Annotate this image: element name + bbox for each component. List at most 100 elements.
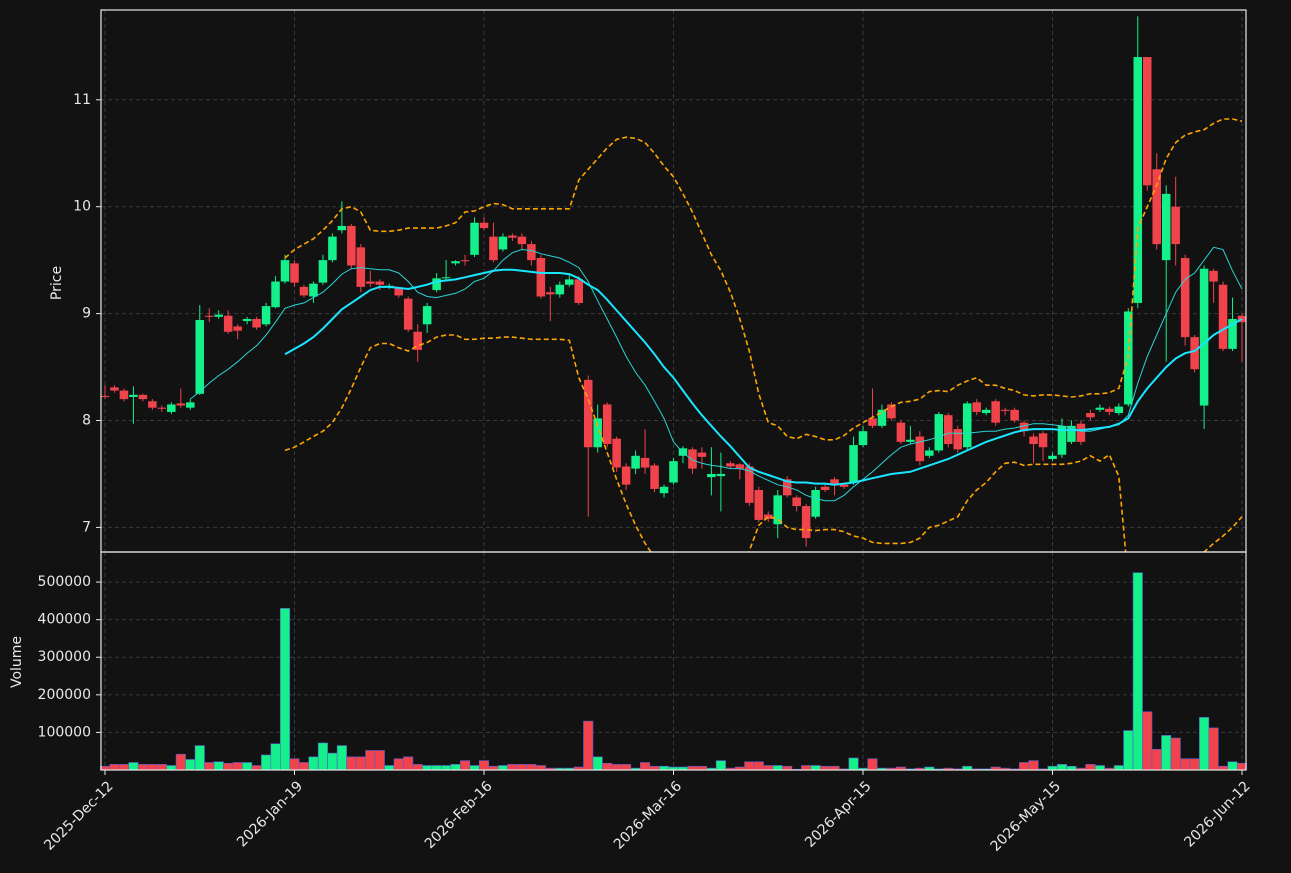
volume-bar [118,764,129,771]
candle-body [223,315,233,332]
candle-body [849,445,858,483]
candle-body [763,514,773,519]
candle-body [1180,258,1190,338]
candle-body [413,331,422,350]
candle-body [347,225,356,266]
candle-body [1209,270,1218,282]
volume-bar [261,754,272,771]
candle-body [148,401,157,408]
candle-body [659,486,669,494]
volume-bar [1189,758,1200,771]
price-plot [101,16,1246,552]
candle-body [1133,57,1143,303]
candle-body [138,394,148,400]
candle-body [290,263,299,283]
candle-body [745,466,754,503]
volume-bar [298,762,310,771]
volume-bar [403,756,414,771]
candle-body [555,284,565,295]
volume-bar [393,758,404,771]
y-tick-label: 7 [82,519,91,535]
y-tick-label: 200000 [38,687,91,703]
candle-body [574,279,584,303]
candle-body [650,465,659,489]
volume-bar [621,764,632,771]
candle-body [887,404,896,419]
candle-body [517,236,527,245]
candle-body [309,283,318,297]
candle-body [631,455,640,469]
candle-body [1218,284,1228,349]
volume-bar [867,758,878,771]
candle-body [204,315,214,317]
candle-body [1057,425,1067,455]
candle-body [366,281,375,284]
volume-bar [460,760,471,771]
candle-body [925,450,934,456]
candle-body [489,236,498,261]
volume-bar [441,765,452,771]
candle-body [1171,206,1180,245]
volume-bar [1170,737,1181,771]
volume-bar [251,765,262,771]
candle-body [593,418,602,448]
volume-bar [744,761,755,771]
candle-body [981,409,991,414]
volume-bar [317,742,328,771]
volume-bar [412,764,423,771]
volume-bar [128,762,139,771]
candle-body [1086,413,1095,418]
volume-bar [1161,735,1172,771]
volume-bar [279,608,291,771]
candle-body [214,314,223,317]
candle-body [1161,193,1171,261]
candle-body [707,473,716,478]
candle-body [1095,407,1105,410]
candle-body [877,409,887,426]
candle-body [1029,436,1038,445]
volume-bar [801,765,812,771]
volume-bar [772,765,783,771]
volume-bar [289,758,300,771]
volume-bar [384,765,395,771]
candle-body [1000,409,1010,411]
candle-body [242,318,252,322]
candle-body [1038,433,1048,448]
volume-axis-label: Volume [9,636,25,688]
candle-body [1228,318,1237,349]
volume-bar [232,762,243,771]
volume-bar [469,765,480,771]
volume-bar [848,757,859,771]
candle-body [479,222,489,229]
volume-bar [147,764,158,771]
candle-body [337,225,347,231]
volume-bar [109,764,120,771]
volume-bar [640,762,651,771]
volume-bar [526,764,537,771]
candle-body [906,439,915,442]
volume-bar [1236,762,1248,771]
volume-bar [753,761,764,771]
candle-body [318,260,328,283]
candle-body [394,287,403,296]
candle-body [195,320,205,394]
candle-body [972,402,981,412]
candle-body [451,261,460,264]
candle-body [830,479,839,485]
volume-bar [1094,765,1105,771]
volume-bar [1132,572,1143,771]
candle-body [688,449,697,469]
volume-bar [1180,758,1191,771]
volume-bar [242,762,253,771]
candle-body [868,418,877,426]
candle-body [176,403,186,406]
volume-bar [583,720,594,771]
volume-bar [810,765,821,771]
panel-frame [100,551,1247,771]
candle-body [498,236,508,250]
candle-body [167,404,176,412]
volume-bar [1113,765,1124,771]
y-tick-label: 400000 [38,612,91,628]
volume-bar [156,764,167,771]
candle-body [280,260,290,282]
